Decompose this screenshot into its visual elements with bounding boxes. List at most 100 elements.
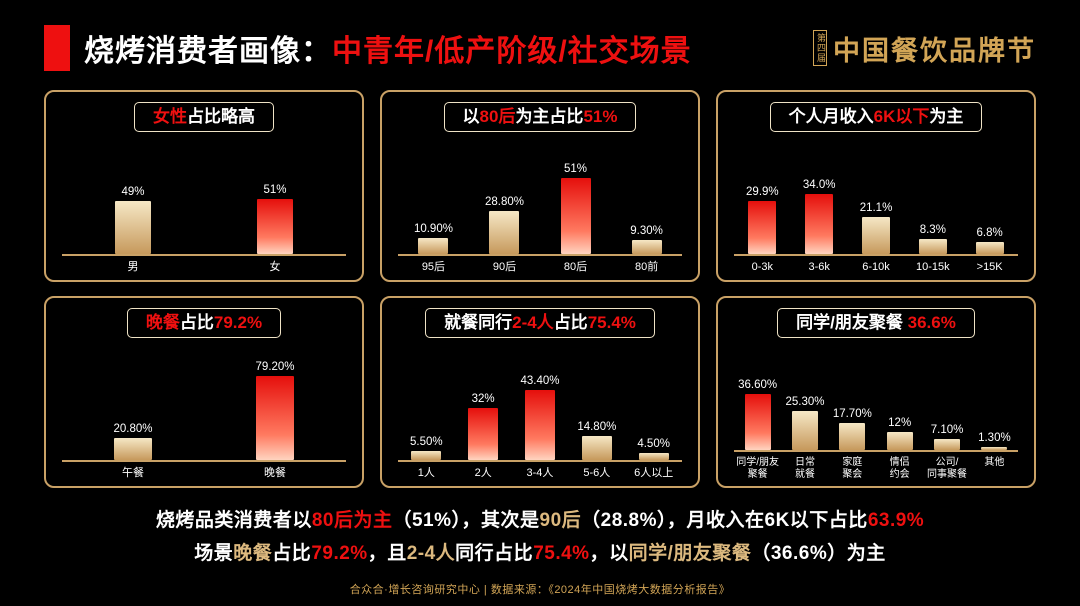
panel-title-segment: 同学/朋友聚餐 bbox=[796, 313, 908, 332]
bar bbox=[886, 432, 913, 450]
category-label: 6人以上 bbox=[634, 467, 674, 480]
bar-value-label: 5.50% bbox=[410, 436, 443, 449]
categories-row: 男女 bbox=[62, 261, 346, 274]
chart-panel-income: 个人月收入6K以下为主 29.9% 34.0% 21.1% 8.3% 6.8% 0-3k 3-… bbox=[716, 90, 1036, 282]
bar-value-label: 6.8% bbox=[976, 227, 1003, 240]
page-title-white: 烧烤消费者画像： bbox=[84, 35, 332, 68]
bar bbox=[638, 453, 669, 461]
bar bbox=[560, 178, 591, 255]
panel-title-segment: 为主占比 bbox=[515, 107, 584, 126]
bar-chart-party-size: 5.50% 32% 43.40% 14.80% 4.50% 1人 2人 3-4人 5-6人 6人以… bbox=[397, 372, 683, 480]
text-segment: 占比 bbox=[272, 543, 312, 565]
bar bbox=[748, 201, 777, 255]
bar-value-label: 20.80% bbox=[113, 423, 153, 436]
bar-column: 17.70% bbox=[829, 408, 876, 450]
bar bbox=[581, 436, 612, 461]
bar-column: 14.80% bbox=[568, 421, 625, 461]
bar bbox=[257, 199, 294, 255]
bar-value-label: 29.9% bbox=[746, 186, 779, 199]
bar-value-label: 43.40% bbox=[520, 375, 560, 388]
bar-chart-gender: 49% 51% 男女 bbox=[61, 181, 347, 274]
panel-title-segment: 为主 bbox=[929, 107, 964, 126]
text-segment: 79.2% bbox=[311, 543, 368, 565]
bar-value-label: 4.50% bbox=[637, 438, 670, 451]
summary-line-2: 场景晚餐占比79.2%，且2-4人同行占比75.4%，以同学/朋友聚餐（36.6… bbox=[44, 537, 1036, 570]
category-label: 男 bbox=[127, 261, 139, 274]
bar bbox=[114, 201, 151, 255]
bar bbox=[744, 394, 771, 450]
bars-row: 20.80% 79.20% bbox=[61, 358, 347, 463]
panel-title-segment: 个人月收入 bbox=[788, 107, 874, 126]
bar-value-label: 21.1% bbox=[859, 202, 893, 215]
bar-value-label: 36.60% bbox=[738, 379, 778, 391]
category-label: 5-6人 bbox=[583, 467, 611, 480]
text-segment: （51%），其次是 bbox=[392, 510, 540, 531]
bar-value-label: 51% bbox=[564, 163, 588, 176]
bar-column: 51% bbox=[204, 184, 346, 255]
footer-source: 合众合·增长咨询研究中心 | 数据来源：《2024年中国烧烤大数据分析报告》 bbox=[349, 583, 731, 596]
logo-text: 中国餐饮品牌节 bbox=[833, 35, 1036, 66]
bar-value-label: 28.80% bbox=[484, 196, 524, 209]
category-label: 公司/ 同事聚餐 bbox=[927, 457, 968, 480]
text-segment: 63.9% bbox=[867, 510, 925, 531]
category-label: 2人 bbox=[474, 467, 492, 480]
bar-value-label: 10.90% bbox=[413, 223, 453, 236]
bar-value-label: 7.10% bbox=[930, 424, 964, 436]
bar bbox=[839, 423, 866, 450]
summary-text: 烧烤品类消费者以80后为主（51%），其次是90后（28.8%），月收入在6K以… bbox=[44, 504, 1036, 571]
bar-value-label: 17.70% bbox=[832, 408, 872, 420]
bar bbox=[524, 390, 555, 461]
bar-value-label: 9.30% bbox=[630, 225, 663, 238]
bar-column: 79.20% bbox=[204, 361, 346, 461]
text-segment: 6K以下占比 bbox=[764, 510, 868, 531]
bar bbox=[489, 211, 520, 255]
panel-title-segment: 2-4人 bbox=[512, 313, 554, 332]
bar-value-label: 8.3% bbox=[919, 224, 946, 237]
page-title-red: 中青年/低产阶级/社交场景 bbox=[332, 35, 692, 68]
text-segment: （28.8%），月收入在 bbox=[581, 510, 765, 531]
logo-edition-badge: 第四届 bbox=[813, 30, 827, 66]
text-segment: 80后为主 bbox=[311, 510, 393, 531]
bar-value-label: 34.0% bbox=[802, 179, 836, 192]
category-label: 95后 bbox=[421, 261, 446, 274]
text-segment: 同学/朋友聚餐 bbox=[628, 543, 752, 565]
bar-column: 9.30% bbox=[611, 225, 682, 255]
text-segment: 2-4人 bbox=[406, 543, 456, 565]
bar-value-label: 32% bbox=[471, 393, 495, 406]
panel-title-segment: 79.2% bbox=[213, 313, 263, 332]
bar bbox=[918, 239, 947, 255]
bars-row: 36.60% 25.30% 17.70% 12% 7.10% 1.30% bbox=[733, 376, 1019, 452]
bar bbox=[975, 242, 1004, 255]
bar bbox=[113, 438, 152, 461]
bar bbox=[411, 451, 442, 461]
text-segment: 75.4% bbox=[533, 543, 590, 565]
categories-row: 同学/朋友 聚餐 日常 就餐 家庭 聚会 情侣 约会 公司/ 同事聚餐 其他 bbox=[734, 457, 1018, 480]
bar-value-label: 79.20% bbox=[255, 361, 295, 374]
bar bbox=[934, 439, 961, 450]
categories-row: 1人 2人 3-4人 5-6人 6人以上 bbox=[398, 467, 682, 480]
charts-grid: 女性占比略高 49% 51% 男女以80后为主占比51% 10.90% 28.80% 51%… bbox=[44, 90, 1036, 488]
category-label: 0-3k bbox=[751, 261, 774, 274]
bar-chart-income: 29.9% 34.0% 21.1% 8.3% 6.8% 0-3k 3-6k 6-10k 10-1… bbox=[733, 176, 1019, 274]
categories-row: 95后 90后 80后 80前 bbox=[398, 261, 682, 274]
text-segment: 90后 bbox=[539, 510, 582, 531]
bar-column: 21.1% bbox=[848, 202, 905, 255]
category-label: 10-15k bbox=[916, 261, 950, 274]
panel-title-segment: 女性 bbox=[153, 107, 187, 126]
bar-chart-meal-time: 20.80% 79.20% 午餐 晚餐 bbox=[61, 358, 347, 480]
panel-title-income: 个人月收入6K以下为主 bbox=[769, 102, 983, 132]
summary-line-1: 烧烤品类消费者以80后为主（51%），其次是90后（28.8%），月收入在6K以… bbox=[44, 504, 1036, 537]
panel-title-segment: 占比略高 bbox=[187, 107, 255, 126]
categories-row: 午餐 晚餐 bbox=[62, 467, 346, 480]
bar-column: 29.9% bbox=[734, 186, 791, 255]
bar-column: 51% bbox=[540, 163, 611, 255]
bar bbox=[861, 217, 890, 255]
bars-row: 29.9% 34.0% 21.1% 8.3% 6.8% bbox=[733, 176, 1019, 257]
category-label: 女 bbox=[269, 261, 281, 274]
category-label: 3-4人 bbox=[526, 467, 554, 480]
bar bbox=[418, 238, 449, 255]
bar-value-label: 1.30% bbox=[978, 432, 1011, 444]
panel-title-segment: 占比 bbox=[553, 313, 588, 332]
categories-row: 0-3k 3-6k 6-10k 10-15k >15K bbox=[734, 261, 1018, 274]
bar-column: 6.8% bbox=[961, 227, 1018, 255]
